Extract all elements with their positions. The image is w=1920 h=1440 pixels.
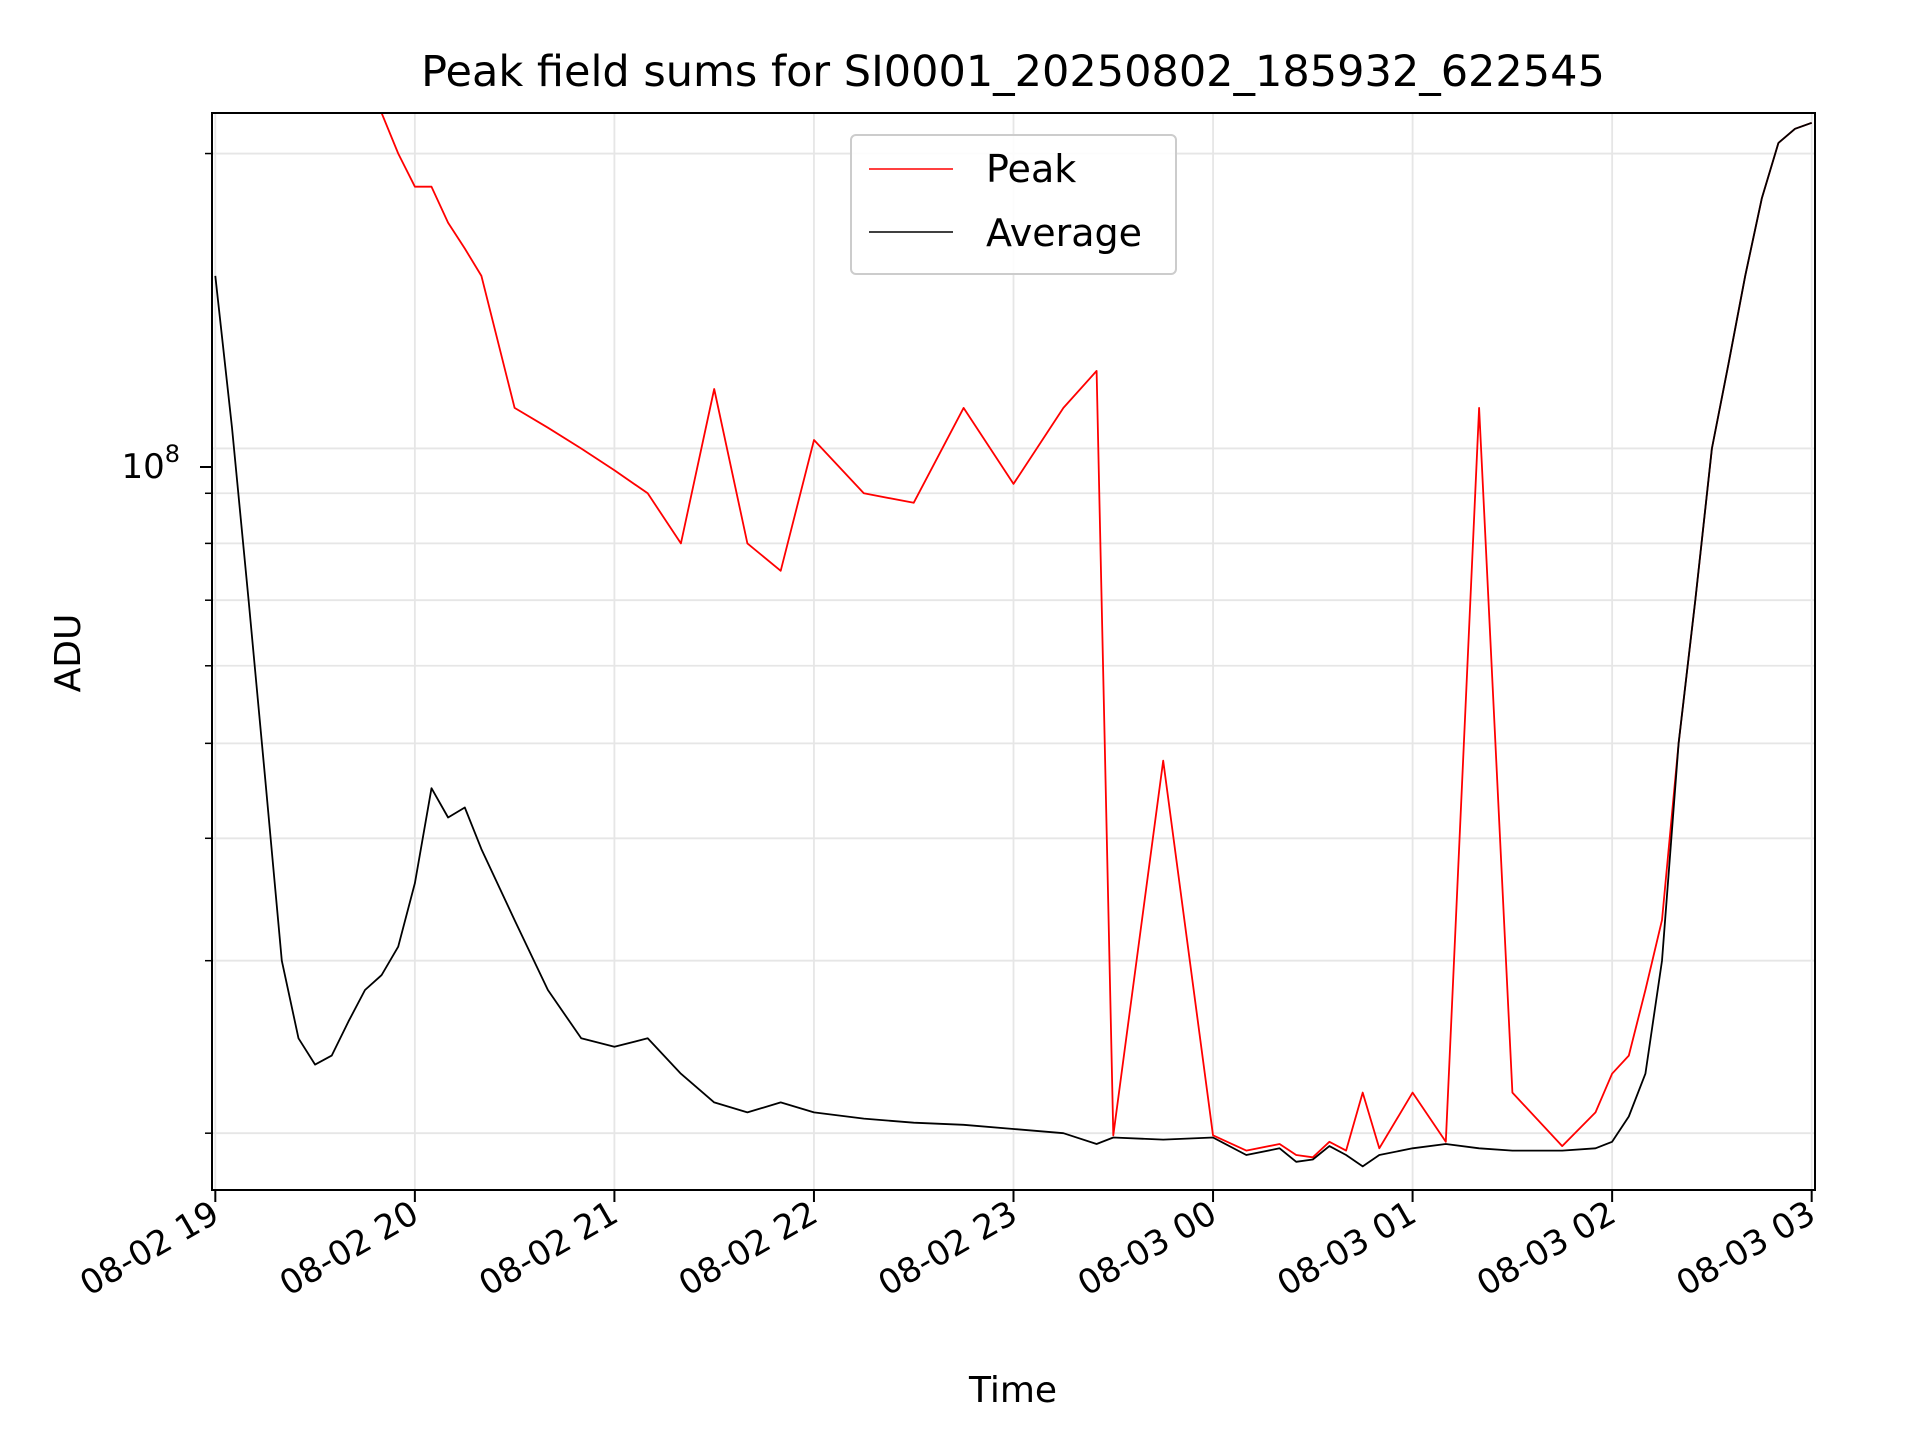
y-axis-title: ADU: [48, 614, 89, 693]
chart-title: Peak field sums for SI0001_20250802_1859…: [421, 47, 1605, 97]
y-tick-label: 108: [121, 440, 180, 487]
series-line-peak: [215, 112, 1813, 1159]
x-axis-title: Time: [968, 1370, 1057, 1411]
y-axis: 108: [121, 152, 212, 1134]
legend-average-label: Average: [986, 211, 1142, 255]
plot-lines: [214, 112, 1813, 1168]
legend-peak-label: Peak: [986, 147, 1076, 191]
legend: Peak Average: [850, 134, 1177, 275]
y-minor-ticks: [205, 152, 212, 1134]
series-line-average: [214, 121, 1813, 1168]
